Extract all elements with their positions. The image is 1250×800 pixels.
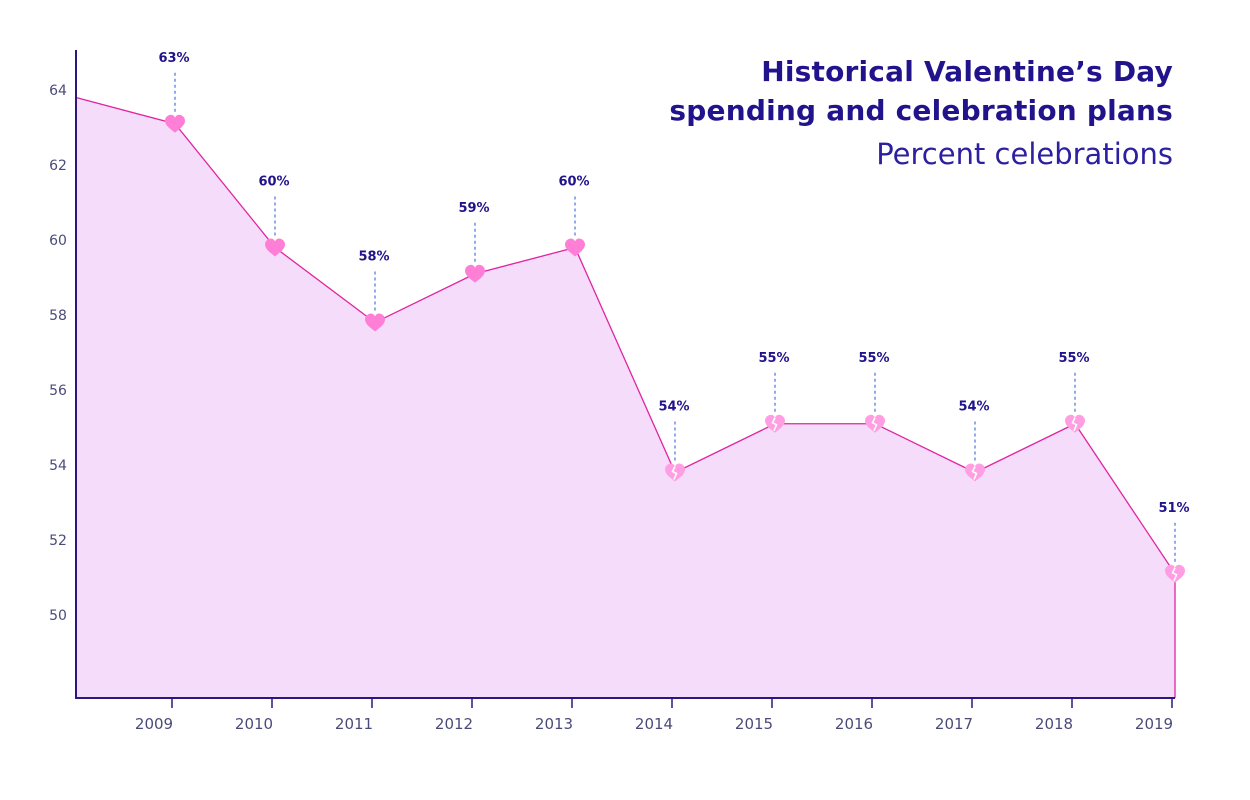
y-tick-label: 50 <box>49 608 67 624</box>
x-tick-label: 2016 <box>835 715 873 733</box>
x-tick-label: 2011 <box>335 715 373 733</box>
x-tick-label: 2009 <box>135 715 173 733</box>
data-label: 59% <box>458 201 489 216</box>
heart-icon <box>565 238 585 257</box>
chart-title-block: Historical Valentine’s Day spending and … <box>669 52 1173 177</box>
x-tick-label: 2012 <box>435 715 473 733</box>
data-label: 51% <box>1158 501 1189 516</box>
broken-heart-icon <box>765 414 785 433</box>
broken-heart-icon <box>1165 564 1185 583</box>
y-tick-label: 60 <box>49 233 67 249</box>
heart-icon <box>365 313 385 332</box>
y-tick-label: 64 <box>49 83 67 99</box>
x-tick-label: 2010 <box>235 715 273 733</box>
x-tick-label: 2019 <box>1135 715 1173 733</box>
data-label: 55% <box>1058 351 1089 366</box>
data-label: 60% <box>558 175 589 190</box>
heart-icon <box>165 114 185 133</box>
heart-icon <box>265 238 285 257</box>
data-label: 60% <box>258 175 289 190</box>
data-label: 55% <box>858 351 889 366</box>
x-tick-label: 2013 <box>535 715 573 733</box>
broken-heart-icon <box>665 463 685 482</box>
data-label: 54% <box>658 400 689 415</box>
x-tick-label: 2014 <box>635 715 673 733</box>
series-line <box>75 96 1176 575</box>
x-tick-label: 2018 <box>1035 715 1073 733</box>
y-tick-label: 54 <box>49 458 67 474</box>
data-label: 55% <box>758 351 789 366</box>
data-label: 63% <box>158 51 189 66</box>
x-tick-label: 2017 <box>935 715 973 733</box>
y-tick-label: 62 <box>49 158 67 174</box>
y-tick-label: 52 <box>49 533 67 549</box>
chart-title-line-1: Historical Valentine’s Day <box>761 55 1173 88</box>
chart-subtitle: Percent celebrations <box>876 137 1173 171</box>
y-tick-label: 56 <box>49 383 67 399</box>
data-label: 58% <box>358 250 389 265</box>
broken-heart-icon <box>1065 414 1085 433</box>
y-tick-label: 58 <box>49 308 67 324</box>
data-label: 54% <box>958 400 989 415</box>
heart-icon <box>465 264 485 283</box>
broken-heart-icon <box>965 463 985 482</box>
broken-heart-icon <box>865 414 885 433</box>
chart-title-line-2: spending and celebration plans <box>669 94 1173 127</box>
area-fill <box>76 97 1175 698</box>
x-tick-label: 2015 <box>735 715 773 733</box>
